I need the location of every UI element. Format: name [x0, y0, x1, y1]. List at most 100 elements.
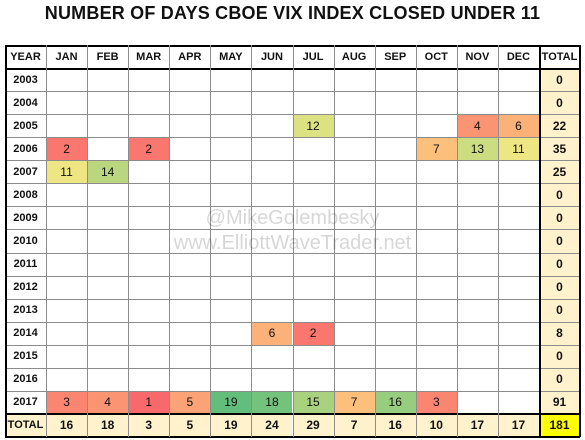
table-cell — [210, 114, 251, 137]
table-cell — [251, 229, 292, 252]
table-cell: 6 — [251, 321, 293, 345]
table-cell — [169, 68, 210, 91]
table-cell — [251, 137, 292, 160]
row-total: 0 — [539, 183, 580, 207]
header-aug: AUG — [341, 50, 367, 63]
table-cell — [334, 299, 375, 322]
grand-total: 181 — [539, 413, 580, 437]
table-cell: 12 — [292, 114, 334, 138]
table-cell — [46, 322, 87, 345]
table-cell: 6 — [497, 114, 539, 138]
table-cell — [251, 299, 292, 322]
table-cell — [416, 368, 457, 391]
table-cell — [457, 68, 498, 91]
grid-line — [578, 45, 581, 437]
table-cell — [375, 299, 416, 322]
table-cell — [416, 345, 457, 368]
table-cell — [169, 137, 210, 160]
row-total: 91 — [539, 390, 580, 414]
year-label: 2003 — [13, 73, 38, 86]
row-total: 0 — [539, 275, 580, 299]
table-cell — [128, 229, 169, 252]
table-cell — [210, 253, 251, 276]
table-cell — [87, 345, 128, 368]
header-nov: NOV — [465, 50, 490, 63]
table-cell — [457, 345, 498, 368]
table-cell — [293, 345, 334, 368]
table-cell — [46, 91, 87, 114]
table-cell — [416, 276, 457, 299]
year-label: 2014 — [13, 327, 38, 340]
table-cell — [334, 368, 375, 391]
table-cell: 19 — [210, 390, 252, 414]
table-cell — [251, 368, 292, 391]
table-cell — [251, 276, 292, 299]
table-cell — [251, 183, 292, 206]
row-total: 0 — [539, 91, 580, 115]
table-cell — [334, 68, 375, 91]
table-cell — [210, 137, 251, 160]
table-cell — [498, 322, 539, 345]
table-cell — [46, 114, 87, 137]
table-cell — [87, 253, 128, 276]
table-cell — [498, 299, 539, 322]
table-cell — [210, 299, 251, 322]
year-label: 2005 — [13, 119, 38, 132]
table-cell: 11 — [497, 137, 539, 161]
table-cell — [87, 368, 128, 391]
grid-line — [4, 45, 7, 437]
year-label: 2010 — [13, 234, 38, 247]
table-cell — [457, 160, 498, 183]
table-cell — [416, 68, 457, 91]
table-cell — [87, 68, 128, 91]
table-cell — [375, 183, 416, 206]
table-cell — [169, 229, 210, 252]
table-cell: 3 — [415, 390, 457, 414]
table-cell — [416, 114, 457, 137]
table-cell — [416, 253, 457, 276]
table-cell — [87, 91, 128, 114]
table-cell — [87, 299, 128, 322]
table-cell — [498, 206, 539, 229]
row-total: 0 — [539, 344, 580, 368]
row-total: 8 — [539, 321, 580, 345]
column-total: 7 — [333, 413, 375, 437]
grid-line — [538, 45, 541, 437]
year-label: 2015 — [13, 350, 38, 363]
table-cell — [334, 183, 375, 206]
table-cell — [169, 322, 210, 345]
header-feb: FEB — [96, 50, 119, 63]
year-label: 2016 — [13, 373, 38, 386]
table-cell: 11 — [46, 160, 88, 184]
column-total: 16 — [374, 413, 416, 437]
table-cell — [46, 299, 87, 322]
year-label: 2007 — [13, 165, 38, 178]
table-cell — [375, 345, 416, 368]
table-cell — [87, 229, 128, 252]
table-cell — [457, 229, 498, 252]
table-cell — [375, 137, 416, 160]
table-cell — [293, 368, 334, 391]
table-cell — [457, 276, 498, 299]
table-cell — [334, 137, 375, 160]
table-cell — [498, 391, 539, 414]
table-cell — [334, 253, 375, 276]
table-cell — [375, 368, 416, 391]
row-total: 0 — [539, 252, 580, 276]
row-total: 25 — [539, 160, 580, 184]
table-cell — [210, 276, 251, 299]
table-cell — [416, 206, 457, 229]
table-cell — [128, 276, 169, 299]
table-cell — [375, 91, 416, 114]
table-cell — [416, 229, 457, 252]
table-cell — [210, 206, 251, 229]
table-cell — [334, 114, 375, 137]
year-label: 2017 — [13, 396, 38, 409]
table-cell — [210, 322, 251, 345]
table-cell — [128, 68, 169, 91]
table-cell — [128, 345, 169, 368]
table-cell — [375, 229, 416, 252]
table-cell — [375, 68, 416, 91]
row-total: 35 — [539, 137, 580, 161]
table-cell — [169, 114, 210, 137]
